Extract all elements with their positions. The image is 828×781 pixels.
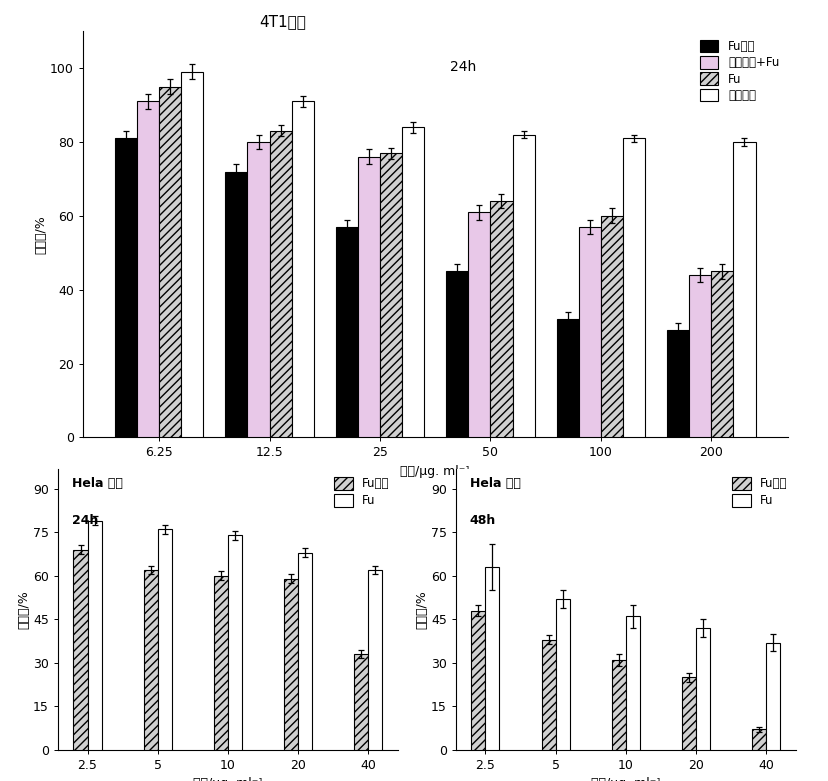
Bar	[556, 319, 578, 437]
Bar	[471, 611, 485, 750]
Bar	[688, 275, 710, 437]
Bar	[115, 138, 137, 437]
Text: 48h: 48h	[469, 514, 495, 526]
Bar	[765, 643, 779, 750]
Bar	[181, 72, 203, 437]
Text: 4T1细胞: 4T1细胞	[258, 14, 306, 29]
Bar	[733, 142, 754, 437]
X-axis label: 浓度/μg. ml⁻¹: 浓度/μg. ml⁻¹	[193, 777, 262, 781]
Bar	[358, 157, 379, 437]
Bar	[541, 640, 555, 750]
Bar	[625, 616, 639, 750]
Text: 24h: 24h	[450, 59, 476, 73]
Text: Hela 细胞: Hela 细胞	[469, 477, 520, 490]
Bar	[468, 212, 490, 437]
Text: Hela 细胞: Hela 细胞	[71, 477, 123, 490]
Bar	[159, 87, 181, 437]
Text: 24h: 24h	[71, 514, 98, 526]
Y-axis label: 存活率/%: 存活率/%	[17, 590, 30, 629]
Bar	[157, 530, 171, 750]
Bar	[710, 271, 733, 437]
Bar	[485, 567, 499, 750]
Bar	[284, 579, 298, 750]
Bar	[269, 131, 291, 437]
Bar	[143, 570, 157, 750]
Bar	[622, 138, 644, 437]
Bar	[379, 153, 402, 437]
Bar	[600, 216, 622, 437]
Bar	[368, 570, 382, 750]
Bar	[225, 172, 248, 437]
Bar	[298, 553, 312, 750]
Bar	[88, 521, 102, 750]
Bar	[354, 654, 368, 750]
Bar	[74, 550, 88, 750]
Bar	[751, 729, 765, 750]
Bar	[291, 102, 313, 437]
Bar	[490, 201, 512, 437]
Bar	[611, 660, 625, 750]
Bar	[667, 330, 688, 437]
Bar	[578, 227, 600, 437]
Bar	[137, 102, 159, 437]
X-axis label: 浓度/μg. ml⁻¹: 浓度/μg. ml⁻¹	[400, 465, 469, 478]
Y-axis label: 存活率/%: 存活率/%	[34, 215, 47, 254]
Legend: Fu泡囊, Fu: Fu泡囊, Fu	[729, 475, 789, 509]
Bar	[228, 535, 242, 750]
Bar	[248, 142, 269, 437]
Legend: Fu泡囊, Fu: Fu泡囊, Fu	[331, 475, 392, 509]
Bar	[512, 134, 534, 437]
Bar	[214, 576, 228, 750]
Bar	[555, 599, 569, 750]
Legend: Fu泡囊, 空白泡囊+Fu, Fu, 空白泡囊: Fu泡囊, 空白泡囊+Fu, Fu, 空白泡囊	[696, 37, 781, 105]
Bar	[696, 628, 710, 750]
Bar	[681, 677, 696, 750]
Bar	[402, 127, 424, 437]
Bar	[445, 271, 468, 437]
Y-axis label: 存活率/%: 存活率/%	[415, 590, 427, 629]
X-axis label: 浓度/μg. ml⁻¹: 浓度/μg. ml⁻¹	[590, 777, 660, 781]
Bar	[335, 227, 358, 437]
